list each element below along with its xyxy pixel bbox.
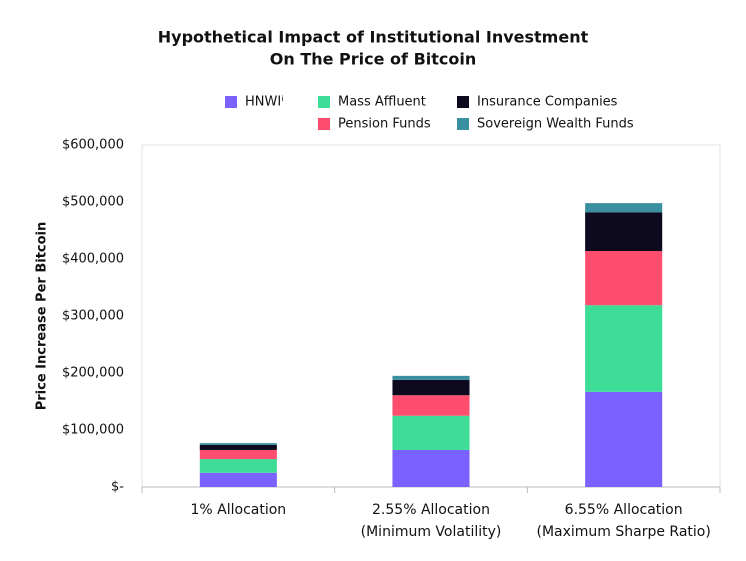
chart-title: Hypothetical Impact of Institutional Inv… [158,28,589,47]
y-tick-label: $300,000 [62,309,124,324]
legend-swatch [225,96,237,108]
bar-segment [199,443,277,445]
y-tick-label: $600,000 [62,138,124,153]
bar-segment [199,472,277,487]
y-tick-label: $200,000 [62,366,124,381]
legend-label: Sovereign Wealth Funds [477,117,634,132]
legend-label: Insurance Companies [477,95,618,110]
legend-swatch [318,118,330,130]
y-tick-label: $500,000 [62,195,124,210]
legend-label: HNWIⁱ [245,95,284,110]
bar-segment [199,449,277,460]
x-tick-label: 2.55% Allocation (Minimum Volatility) [360,502,502,540]
chart-subtitle: On The Price of Bitcoin [270,50,477,69]
bar-segment [199,459,277,473]
legend-label: Mass Affluent [338,95,426,110]
bar-segment [392,375,470,380]
legend-label: Pension Funds [338,117,431,132]
bar-segment [585,391,663,487]
legend-swatch [318,96,330,108]
y-axis-title: Price Increase Per Bitcoin [35,222,50,411]
y-tick-label: $- [111,480,124,495]
y-tick-label: $400,000 [62,252,124,267]
bar-segment [585,212,663,252]
bar-segment [392,379,470,396]
legend-swatch [457,96,469,108]
bar-segment [199,444,277,450]
bar-segment [585,203,663,213]
bar-segment [392,449,470,487]
bar-segment [392,395,470,416]
bar-segment [585,305,663,392]
x-tick-label: 1% Allocation [190,502,287,518]
legend-swatch [457,118,469,130]
bar-segment [392,415,470,450]
bar-segment [585,251,663,306]
y-tick-label: $100,000 [62,423,124,438]
x-tick-label: 6.55% Allocation (Maximum Sharpe Ratio) [536,502,711,540]
